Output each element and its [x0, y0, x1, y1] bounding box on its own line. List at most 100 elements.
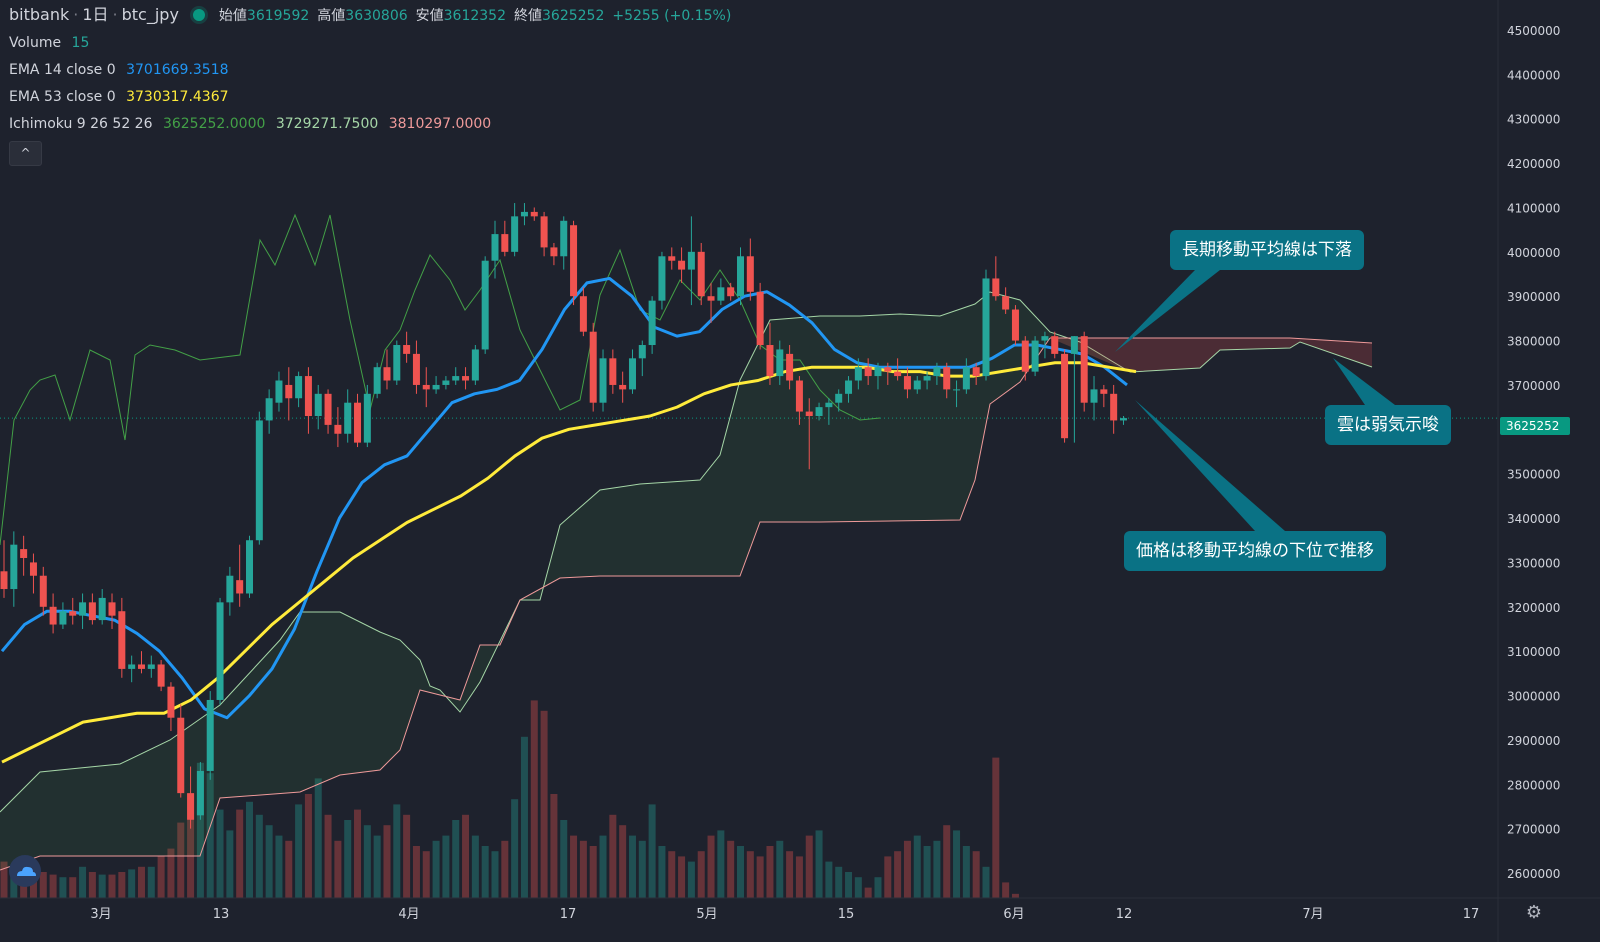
candle-body — [29, 562, 37, 576]
volume-bar — [815, 830, 823, 898]
future-senkou-b — [1050, 337, 1373, 344]
volume-bar — [579, 840, 587, 898]
ichimoku-cloud — [0, 291, 1373, 871]
candle — [10, 531, 18, 607]
candle — [334, 407, 342, 448]
volume-bar — [79, 866, 87, 898]
exchange-label[interactable]: bitbank — [9, 5, 70, 24]
time-tick-label: 17 — [1463, 907, 1480, 922]
candle — [471, 345, 479, 385]
candle — [128, 655, 136, 683]
high-label: 高値 — [317, 8, 346, 24]
volume-bar — [216, 809, 224, 898]
candle — [609, 349, 617, 394]
candle — [972, 362, 980, 385]
candle-body — [560, 220, 568, 257]
candle — [619, 371, 627, 403]
candle-body — [648, 300, 656, 346]
candle-body — [49, 606, 57, 625]
volume-bar — [118, 872, 126, 898]
candle-body — [579, 296, 587, 332]
candle — [628, 349, 636, 394]
candle — [962, 358, 970, 394]
candle-body — [10, 544, 18, 590]
collapse-legend-button[interactable]: ^ — [9, 141, 42, 166]
time-tick-label: 6月 — [1003, 907, 1024, 922]
candle-body — [412, 353, 420, 385]
candle — [39, 566, 47, 616]
time-tick-label: 13 — [213, 907, 230, 922]
candle — [845, 376, 853, 403]
candle — [766, 322, 774, 385]
volume-bar — [108, 874, 116, 898]
volume-bar — [314, 778, 322, 898]
volume-bar — [717, 830, 725, 898]
candle — [786, 345, 794, 390]
volume-legend[interactable]: Volume 15 — [9, 30, 739, 57]
tradingview-cloud-icon[interactable] — [9, 855, 41, 887]
time-tick-label: 7月 — [1302, 907, 1323, 922]
candle-body — [570, 225, 578, 297]
candle-body — [285, 384, 293, 399]
candle — [727, 282, 735, 301]
candle-body — [1080, 336, 1088, 403]
symbol-label[interactable]: btc_jpy — [121, 5, 179, 24]
volume-bar — [1011, 893, 1019, 898]
volume-bar — [285, 840, 293, 898]
candle-body — [20, 549, 28, 558]
volume-bar — [658, 846, 666, 898]
candle — [511, 203, 519, 257]
candle — [894, 358, 902, 381]
candle-body — [943, 367, 951, 390]
ohlc-readout: 始値3619592 高値3630806 安値3612352 終値3625252 +525… — [219, 8, 739, 24]
market-status-icon — [192, 9, 205, 21]
candle — [1070, 336, 1078, 443]
volume-bar — [894, 851, 902, 898]
volume-bar — [570, 835, 578, 898]
candle — [746, 238, 754, 301]
volume-bar — [422, 851, 430, 898]
ema53-legend[interactable]: EMA 53 close 0 3730317.4367 — [9, 84, 739, 111]
candle-body — [59, 611, 67, 625]
gear-icon[interactable]: ⚙ — [1525, 902, 1543, 923]
candle — [903, 367, 911, 399]
ema53-value: 3730317.4367 — [126, 89, 229, 105]
candle-body — [658, 256, 666, 301]
price-tick-label: 2900000 — [1507, 734, 1560, 748]
candle — [795, 376, 803, 425]
candle-body — [157, 664, 165, 687]
price-tick-label: 3100000 — [1507, 645, 1560, 659]
volume-bar — [874, 877, 882, 898]
candle-body — [766, 345, 774, 377]
volume-label: Volume — [9, 35, 62, 51]
volume-bar — [795, 856, 803, 898]
volume-bar — [520, 736, 528, 898]
candle-body — [805, 411, 813, 417]
candle — [776, 340, 784, 385]
time-tick-label: 15 — [838, 907, 855, 922]
ichimoku-legend[interactable]: Ichimoku 9 26 52 26 3625252.0000 3729271… — [9, 111, 739, 138]
candle — [481, 256, 489, 354]
volume-bar — [550, 794, 558, 898]
interval-label[interactable]: 1日 — [82, 5, 109, 24]
volume-bar — [137, 866, 145, 898]
candle — [98, 589, 106, 625]
ema14-legend[interactable]: EMA 14 close 0 3701669.3518 — [9, 57, 739, 84]
candle — [864, 358, 872, 385]
volume-bar — [638, 840, 646, 898]
ichimoku-lines — [0, 213, 881, 546]
candle — [717, 278, 725, 306]
candle-body — [599, 358, 607, 403]
price-axis: 4500000 4400000 4300000 4200000 4100000 40000… — [1497, 0, 1560, 942]
volume-bar — [373, 835, 381, 898]
candle — [285, 367, 293, 421]
candle-body — [226, 575, 234, 603]
volume-bar — [835, 866, 843, 898]
volume-bar — [697, 851, 705, 898]
cloud-fill — [0, 292, 1130, 870]
candle-body — [1051, 336, 1059, 354]
candle — [432, 376, 440, 394]
volume-bar — [678, 856, 686, 898]
